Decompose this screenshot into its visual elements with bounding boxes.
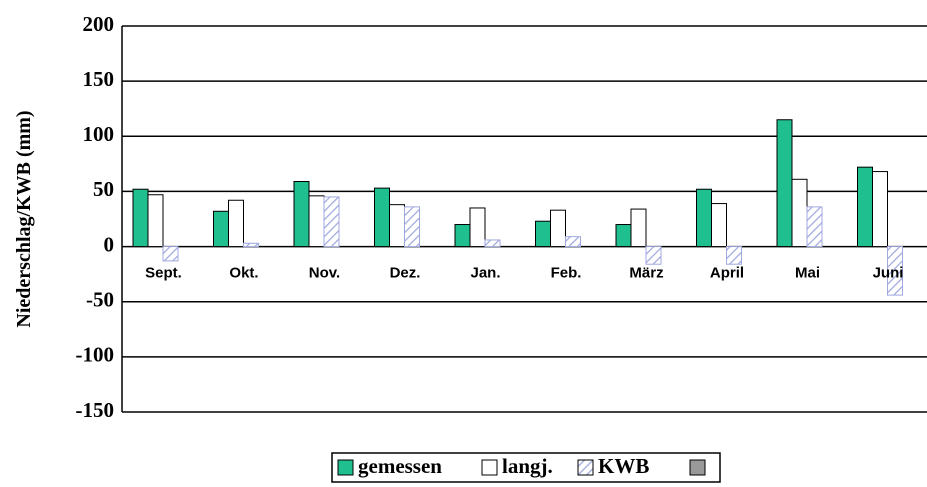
y-tick-label: 0 [104,232,115,256]
bar [293,181,310,248]
y-tick-label: 150 [83,67,115,91]
x-tick-label: Feb. [551,265,582,282]
x-tick-label: Mai [795,265,820,282]
bar [535,220,551,248]
bar [887,246,903,296]
bar [791,178,808,248]
bar [132,188,149,248]
x-tick-label: Sept. [145,265,182,282]
bar [630,208,647,248]
bar [454,224,471,248]
legend-label: KWB [598,454,649,478]
bar [872,171,888,248]
legend-swatch [481,459,498,476]
bar [374,187,390,248]
legend-swatch [337,459,354,476]
bar [469,207,486,248]
bar [389,204,405,248]
bar [243,242,259,248]
bar [308,195,325,248]
x-tick-label: Okt. [229,265,258,282]
bar [726,246,742,265]
bar [711,203,727,248]
bar [147,194,164,248]
bar [323,196,340,248]
y-tick-label: 100 [83,122,115,146]
bar [857,166,873,248]
legend-label: gemessen [358,454,442,478]
bar [615,224,632,248]
y-tick-label: -100 [76,343,115,367]
legend-swatch [689,459,706,476]
y-tick-label: 200 [83,12,115,36]
bar [228,199,244,248]
bar [404,206,420,248]
x-tick-label: April [710,265,744,282]
bar [213,210,229,248]
bar [645,246,662,265]
x-tick-label: Nov. [309,265,340,282]
bar [806,206,823,248]
bar [550,209,566,248]
legend-swatch [577,459,594,476]
bar [696,188,712,248]
y-tick-label: -50 [86,288,114,312]
bar [162,246,179,262]
y-tick-label: 50 [93,177,114,201]
y-axis-label: Niederschlag/KWB (mm) [13,110,35,327]
x-tick-label: Jan. [470,265,500,282]
x-tick-label: März [629,265,663,282]
bar [565,236,581,248]
bar [484,239,501,248]
x-tick-label: Dez. [390,265,421,282]
y-tick-label: -150 [76,398,115,422]
legend-label: langj. [502,454,553,478]
x-tick-label: Juni [873,265,904,282]
legend [331,452,721,483]
bar [776,119,793,248]
